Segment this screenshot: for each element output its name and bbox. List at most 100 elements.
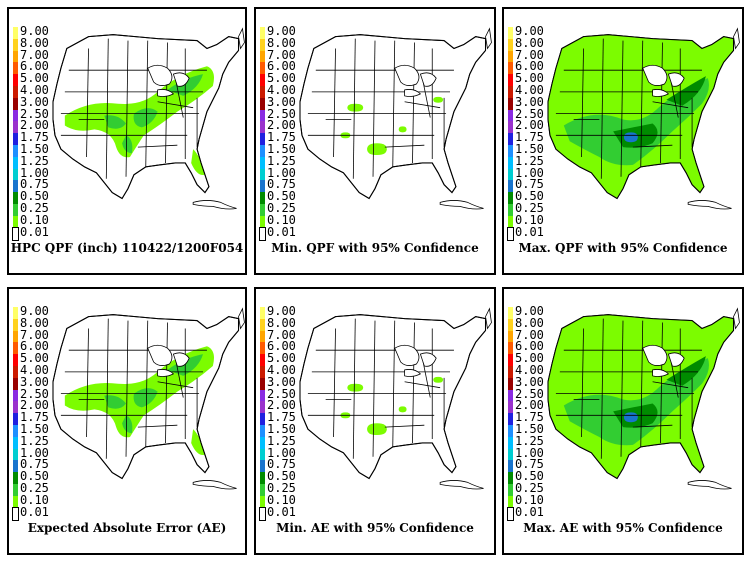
legend-entry: 4.00 [13,83,53,98]
legend-entry: 0.25 [13,481,53,496]
legend-label: 3.00 [20,374,49,389]
legend-entry: 0.10 [508,212,548,228]
legend-label: 9.00 [515,24,544,38]
legend-swatch [508,342,513,355]
legend-label: 1.00 [267,445,296,460]
legend-entry: 5.00 [508,71,548,87]
legend-label: 1.75 [267,410,296,425]
state-boundary [581,48,584,158]
legend-swatch [260,448,265,461]
legend-label: 1.25 [267,153,296,168]
canada-coast [238,27,245,50]
state-boundary [632,424,673,428]
state-boundary [145,320,149,447]
legend-swatch [13,133,18,146]
state-boundary [600,38,604,179]
legend-label: 4.00 [267,363,296,377]
legend-swatch [508,133,513,146]
legend-label: 1.50 [20,142,49,156]
legend-swatch [508,168,513,181]
legend-swatch [508,192,513,205]
legend-entry: 3.00 [13,374,53,390]
legend-swatch [260,366,265,378]
us-outline [299,34,487,200]
great-lakes [642,64,685,97]
legend-entry: 1.00 [13,446,53,461]
legend-entry: 5.00 [13,351,53,367]
legend-swatch [13,156,18,169]
precip-area [191,429,205,456]
legend-entry: 1.00 [260,166,300,181]
state-boundary [404,101,441,109]
legend-label: 0.25 [20,481,49,495]
state-boundary [620,40,624,177]
legend-label: 5.00 [515,351,544,366]
legend-label: 1.25 [515,153,544,168]
legend-swatch [508,413,513,426]
legend-swatch [508,460,513,473]
state-boundary [352,38,356,179]
legend-label: 0.10 [515,212,544,227]
coastline [52,34,240,200]
legend-entry: 4.00 [260,363,300,378]
legend-label: 2.50 [267,106,296,121]
legend-label: 8.00 [515,35,544,50]
legend-label: 0.50 [20,469,49,484]
legend-swatch [260,342,265,355]
legend-entry: 8.00 [508,35,548,51]
legend-swatch [13,204,18,216]
legend-swatch [13,401,18,414]
legend-label: 2.00 [267,398,296,413]
legend-swatch [508,180,513,193]
panel-caption: Max. AE with 95% Confidence [523,521,723,535]
legend-swatch [260,495,265,508]
legend-entry: 0.75 [13,177,53,193]
legend-swatch [508,121,513,134]
legend-swatch [13,168,18,181]
legend-entry: 2.50 [508,386,548,402]
legend-label: 0.50 [267,469,296,484]
legend-swatch [13,330,18,343]
panel-caption: Min. QPF with 95% Confidence [271,241,479,255]
cuba-outline [192,480,237,490]
legend-label: 2.50 [515,386,544,401]
legend-label: 0.10 [267,492,296,507]
state-boundary [137,144,178,148]
legend-swatch [13,389,18,402]
legend-swatch [260,168,265,181]
legend-entry: 0.01 [259,505,300,521]
legend-swatch [507,226,514,241]
legend-entry: 0.50 [260,189,300,205]
legend-label: 3.00 [20,94,49,109]
legend-entry: 6.00 [260,339,300,355]
state-boundary [660,322,663,443]
legend-swatch [260,389,265,402]
legend-entry: 7.00 [260,328,300,343]
legend-swatch [260,472,265,485]
legend-label: 2.00 [267,118,296,133]
legend-swatch [508,495,513,508]
coastline [547,314,735,480]
legend-swatch [13,145,18,157]
us-map [547,307,740,490]
legend-entry: 1.00 [508,166,548,181]
legend-entry: 0.25 [260,201,300,216]
legend-swatch [259,226,266,241]
great-lakes [394,344,437,377]
legend-swatch [508,62,513,75]
legend-label: 2.50 [20,106,49,121]
state-boundary [404,381,441,389]
state-boundary [640,320,644,447]
legend-label: 2.00 [515,398,544,413]
canada-coast [238,307,245,330]
legend-entry: 1.50 [508,422,548,437]
legend-label: 0.25 [267,481,296,495]
precip-area [433,96,444,103]
legend-entry: 2.50 [260,387,300,402]
canada-coast [485,307,492,330]
legend-swatch [13,215,18,228]
legend-swatch [508,377,513,390]
legend-swatch [260,50,265,63]
legend-entry: 2.50 [508,107,548,122]
legend-entry: 3.00 [13,94,53,110]
